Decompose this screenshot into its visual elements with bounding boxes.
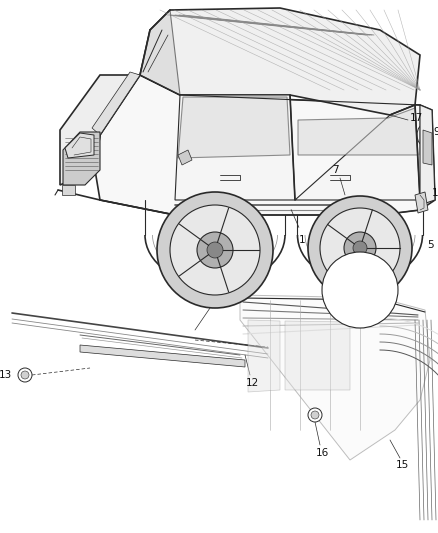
- Polygon shape: [63, 132, 100, 185]
- Circle shape: [311, 411, 319, 419]
- Polygon shape: [240, 295, 430, 460]
- Polygon shape: [80, 345, 245, 367]
- Text: 15: 15: [396, 460, 409, 470]
- Polygon shape: [248, 320, 280, 392]
- Polygon shape: [140, 8, 420, 115]
- Circle shape: [322, 252, 398, 328]
- Polygon shape: [92, 72, 140, 135]
- Circle shape: [308, 196, 412, 300]
- Text: 13: 13: [0, 370, 12, 380]
- Circle shape: [21, 371, 29, 379]
- Polygon shape: [60, 75, 140, 185]
- Circle shape: [207, 242, 223, 258]
- Text: 19: 19: [432, 188, 438, 198]
- Text: 17: 17: [410, 113, 423, 123]
- Polygon shape: [423, 130, 432, 165]
- Polygon shape: [285, 321, 350, 390]
- Text: 1: 1: [299, 235, 305, 245]
- Text: 9: 9: [433, 127, 438, 137]
- Polygon shape: [178, 97, 290, 158]
- Polygon shape: [295, 105, 420, 200]
- Polygon shape: [345, 295, 375, 305]
- Circle shape: [170, 205, 260, 295]
- Circle shape: [344, 232, 376, 264]
- Text: 16: 16: [315, 448, 328, 458]
- Circle shape: [197, 232, 233, 268]
- Polygon shape: [178, 150, 192, 165]
- Polygon shape: [65, 133, 94, 158]
- Text: 4: 4: [395, 248, 401, 258]
- Text: 5: 5: [427, 240, 433, 250]
- Text: 7: 7: [332, 165, 338, 175]
- Circle shape: [157, 192, 273, 308]
- Text: 3: 3: [355, 235, 361, 245]
- Polygon shape: [62, 185, 75, 195]
- Circle shape: [320, 208, 400, 288]
- Text: 17: 17: [396, 260, 409, 270]
- Polygon shape: [420, 105, 432, 155]
- Polygon shape: [175, 95, 295, 200]
- Circle shape: [18, 368, 32, 382]
- Polygon shape: [420, 105, 435, 205]
- Polygon shape: [140, 10, 180, 95]
- Polygon shape: [95, 75, 435, 215]
- Text: 17: 17: [208, 285, 222, 295]
- Circle shape: [353, 241, 367, 255]
- Circle shape: [308, 408, 322, 422]
- Text: 12: 12: [245, 378, 258, 388]
- Text: 11: 11: [205, 295, 219, 305]
- Text: 18: 18: [368, 310, 381, 320]
- Polygon shape: [298, 108, 418, 155]
- Polygon shape: [415, 192, 428, 213]
